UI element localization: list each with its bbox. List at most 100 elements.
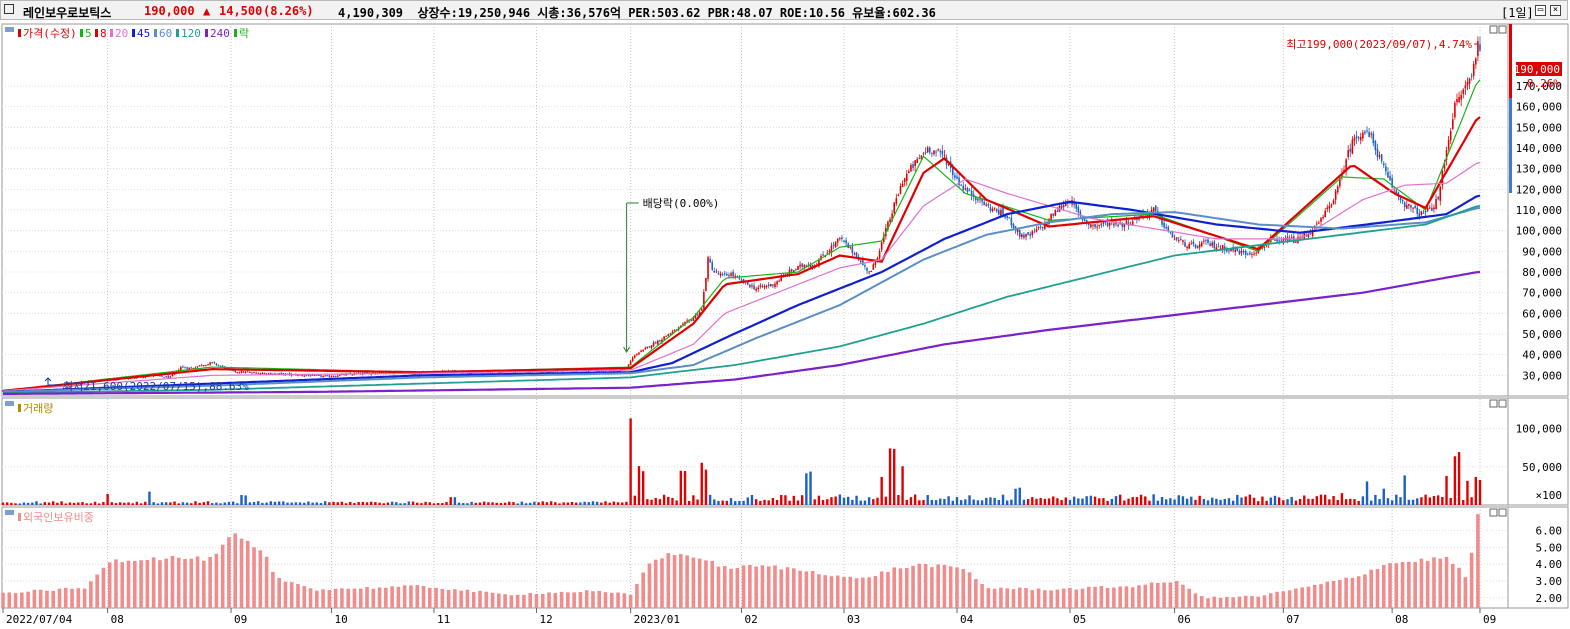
foreign-bar — [114, 559, 118, 608]
candle-body — [307, 374, 310, 376]
candle-body — [1458, 96, 1460, 103]
volume-bar — [796, 500, 800, 505]
foreign-bar — [766, 566, 771, 608]
volume-bar — [855, 495, 858, 505]
candle-body — [866, 268, 868, 271]
volume-bar — [650, 499, 653, 505]
candle-body — [958, 177, 960, 186]
candle-body — [186, 367, 188, 369]
foreign-bar — [183, 559, 187, 608]
foreign-bar — [1, 592, 5, 608]
ma-240-line — [3, 270, 1481, 395]
volume-bar — [1269, 497, 1272, 505]
foreign-bar — [691, 557, 696, 608]
candle-body — [732, 271, 734, 277]
volume-bar — [1428, 497, 1431, 505]
candle-body — [1372, 133, 1375, 144]
foreign-bar — [89, 581, 93, 608]
period-selector[interactable]: [1일] — [1501, 6, 1534, 20]
volume-panel — [1, 397, 1509, 506]
volume-bar — [721, 500, 724, 505]
foreign-bar — [20, 592, 24, 608]
candle-body — [1412, 207, 1414, 209]
foreign-bar — [1168, 582, 1173, 608]
foreign-bar — [1419, 558, 1424, 608]
volume-bar — [1403, 475, 1406, 505]
candle-body — [755, 288, 757, 291]
candle-body — [665, 335, 667, 337]
volume-bar — [248, 502, 252, 505]
foreign-bar — [1413, 562, 1417, 608]
foreign-bar — [710, 560, 715, 608]
candle-body — [1242, 251, 1245, 253]
candle-body — [1200, 242, 1203, 246]
volume-bar — [286, 502, 289, 505]
volume-bar — [273, 501, 277, 505]
volume-bar — [508, 501, 511, 505]
candle-body — [326, 375, 329, 377]
candle-body — [1125, 220, 1128, 225]
volume-bar — [1223, 498, 1226, 505]
volume-bar — [1039, 497, 1042, 505]
volume-bar — [838, 494, 842, 505]
volume-bar — [671, 497, 674, 505]
volume-bar — [1026, 499, 1030, 505]
date-label: 2022/07/04 — [6, 613, 73, 626]
volume-bar — [621, 502, 624, 505]
foreign-bar — [1174, 580, 1179, 608]
candle-body — [709, 258, 711, 263]
restore-icon[interactable]: ▭ — [1535, 5, 1546, 16]
candle-body — [215, 363, 218, 366]
volume-bar — [1290, 496, 1293, 505]
candle-body — [1226, 249, 1228, 252]
candle-body — [797, 265, 799, 271]
close-icon[interactable]: × — [1550, 5, 1561, 16]
candle-body — [1104, 221, 1107, 223]
foreign-bar — [1325, 581, 1330, 608]
foreign-bar — [792, 568, 796, 608]
candle-body — [1108, 222, 1111, 226]
foreign-bar — [917, 563, 922, 608]
volume-bar — [462, 503, 465, 505]
candle-body — [209, 362, 211, 365]
volume-bar — [72, 502, 76, 505]
candle-body — [1021, 234, 1023, 237]
volume-bar — [198, 502, 201, 505]
high-arrow-icon — [1474, 43, 1479, 52]
candle-body — [64, 387, 67, 389]
candle-body — [142, 377, 144, 379]
foreign-bar — [1212, 596, 1217, 608]
candle-body — [320, 375, 322, 377]
price-panel-minimize-icon — [1489, 25, 1498, 34]
candle-body — [161, 375, 163, 377]
volume-bar — [60, 501, 63, 505]
volume-bar — [641, 471, 645, 505]
volume-bar — [169, 502, 172, 505]
volume-bar — [5, 502, 9, 505]
price-tick-label: 70,000 — [1522, 287, 1562, 300]
candle-body — [1343, 169, 1345, 172]
candle-body — [1025, 233, 1027, 238]
candle-body — [1008, 217, 1011, 219]
volume-panel-minimize-icon — [1489, 399, 1498, 408]
volume-bar — [1407, 499, 1411, 505]
foreign-bar — [1218, 597, 1223, 608]
foreign-bar — [967, 572, 972, 608]
checkbox-icon[interactable] — [4, 4, 14, 14]
candle-body — [765, 285, 768, 287]
legend-swatch — [80, 29, 83, 37]
candle-body — [1219, 248, 1222, 250]
candle-body — [1280, 240, 1283, 242]
volume-bar — [495, 502, 498, 505]
volume-bar — [1102, 498, 1105, 505]
volume-bar — [1018, 487, 1021, 505]
foreign-bar — [528, 593, 533, 608]
candle-body — [1431, 207, 1433, 211]
candle-body — [1437, 197, 1439, 200]
volume-bar — [1390, 500, 1394, 505]
candle-body — [962, 185, 965, 190]
current-price: 190,000 — [144, 4, 195, 18]
foreign-bar — [1193, 593, 1198, 608]
volume-tick-label: 100,000 — [1516, 423, 1562, 436]
candle-body — [648, 346, 651, 348]
